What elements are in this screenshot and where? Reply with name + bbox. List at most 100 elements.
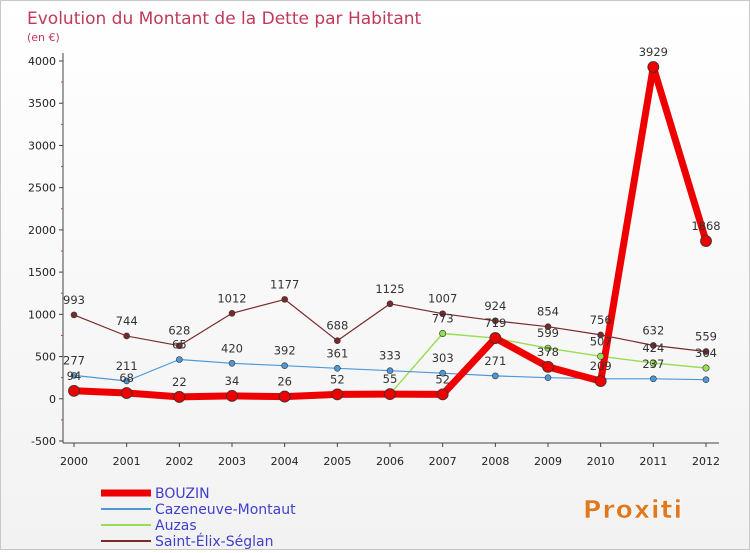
data-point: [281, 296, 288, 303]
data-point: [331, 388, 344, 401]
data-label: 65: [172, 338, 187, 352]
data-point: [384, 388, 396, 401]
data-label: 237: [642, 357, 664, 371]
data-label: 271: [484, 354, 506, 368]
data-label: 719: [484, 316, 506, 330]
data-point: [542, 360, 554, 373]
data-label: 744: [116, 314, 138, 328]
data-point: [386, 300, 394, 308]
data-label: 68: [119, 371, 134, 385]
data-label: 211: [116, 359, 138, 373]
data-label: 378: [537, 345, 559, 359]
data-label: 507: [590, 334, 612, 348]
data-label: 26: [277, 375, 292, 389]
data-point: [544, 374, 552, 381]
data-label: 34: [225, 374, 240, 388]
x-tick-label: 2001: [113, 455, 141, 468]
data-point: [650, 342, 657, 349]
data-point: [647, 61, 660, 73]
y-tick-label: 1000: [28, 308, 56, 321]
data-label: 424: [642, 341, 664, 355]
data-label: 688: [326, 319, 348, 333]
data-point: [386, 367, 394, 374]
legend: BOUZINCazeneuve-MontautAuzasSaint-Élix-S…: [101, 486, 296, 550]
x-tick-label: 2006: [376, 455, 404, 468]
data-point: [702, 376, 710, 383]
series-points: [68, 61, 712, 403]
y-tick-label: 0: [49, 393, 56, 406]
data-point: [594, 375, 607, 388]
data-label: 854: [537, 305, 559, 319]
data-point: [650, 375, 657, 383]
data-label: 52: [330, 372, 345, 386]
data-label: 628: [168, 324, 190, 338]
data-point: [702, 364, 710, 372]
legend-label: Saint-Élix-Séglan: [155, 533, 273, 549]
data-point: [700, 235, 712, 247]
x-tick-label: 2002: [165, 455, 193, 468]
data-label: 303: [432, 351, 454, 365]
x-tick-label: 2008: [481, 455, 509, 468]
x-tick-label: 2003: [218, 455, 246, 468]
proxiti-logo-text: Proxiti: [583, 495, 683, 524]
data-label: 420: [221, 341, 243, 355]
data-point: [176, 356, 183, 363]
x-tick-label: 2010: [587, 455, 615, 468]
data-point: [492, 372, 499, 380]
data-label: 1007: [428, 292, 457, 306]
legend-label: Cazeneuve-Montaut: [155, 502, 296, 518]
data-label: 55: [383, 372, 398, 386]
data-point: [123, 332, 130, 340]
y-tick-label: 2000: [28, 224, 56, 237]
data-point: [120, 387, 133, 399]
chart-title: Evolution du Montant de la Dette par Hab…: [27, 9, 422, 29]
data-label: 599: [537, 326, 559, 340]
y-tick-label: 3000: [28, 139, 56, 152]
data-label: 277: [63, 353, 85, 367]
data-point: [439, 310, 446, 318]
axes: -500 0 500 1000 1500 2000 2500 3000 3500 4000 2000…: [28, 53, 720, 468]
data-point: [123, 377, 130, 385]
legend-label: BOUZIN: [155, 486, 210, 502]
data-label: 22: [172, 375, 187, 389]
data-point: [176, 342, 183, 350]
data-label: 392: [274, 344, 296, 358]
data-point: [436, 388, 449, 401]
data-label: 361: [326, 346, 348, 360]
data-point: [278, 390, 291, 403]
data-point: [544, 344, 552, 352]
data-point: [68, 384, 80, 397]
data-point: [334, 364, 341, 372]
data-point: [228, 360, 236, 367]
data-point: [226, 390, 238, 402]
y-tick-label: -500: [31, 435, 56, 448]
data-label: 94: [67, 369, 82, 383]
data-labels: 94 68 22 34 26 52 55 52 719 378 209 3929 1868 277 211 6…: [63, 45, 721, 389]
data-point: [70, 372, 78, 379]
data-point: [597, 352, 605, 360]
data-label: 1012: [217, 291, 246, 305]
proxiti-logo: Proxiti: [583, 495, 683, 525]
x-tick-label: 2005: [323, 455, 351, 468]
data-point: [70, 311, 78, 319]
data-label: 924: [484, 299, 506, 313]
x-tick-label: 2007: [429, 455, 457, 468]
data-point: [492, 317, 499, 325]
data-point: [439, 330, 447, 338]
y-tick-label: 2500: [28, 182, 56, 195]
y-tick-label: 3500: [28, 97, 56, 110]
data-label: 1868: [691, 219, 720, 233]
data-label: 333: [379, 349, 401, 363]
data-label: 773: [432, 312, 454, 326]
x-tick-label: 2012: [692, 455, 720, 468]
data-label: 1125: [375, 282, 404, 296]
data-point: [544, 323, 552, 330]
data-point: [173, 391, 186, 403]
y-tick-label: 500: [35, 351, 56, 364]
x-tick-label: 2004: [271, 455, 299, 468]
data-label: 993: [63, 293, 85, 307]
data-label: 364: [695, 346, 717, 360]
x-tick-label: 2009: [534, 455, 562, 468]
